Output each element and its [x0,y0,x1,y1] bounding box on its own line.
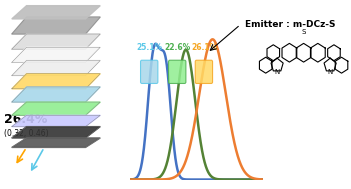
Text: Emitter : m-DCz-S: Emitter : m-DCz-S [245,20,335,29]
Polygon shape [12,74,100,89]
Polygon shape [12,6,100,19]
Polygon shape [12,60,100,76]
Text: N: N [327,70,333,75]
FancyBboxPatch shape [140,60,158,84]
Polygon shape [12,34,100,49]
Text: 26.1%: 26.1% [191,43,218,52]
Text: N: N [274,70,280,75]
Polygon shape [12,47,100,62]
Polygon shape [12,87,100,102]
Text: (0.32, 0.46): (0.32, 0.46) [5,129,49,138]
Polygon shape [12,115,100,127]
Text: 26.4%: 26.4% [5,113,48,126]
Polygon shape [12,138,100,147]
Polygon shape [12,17,100,34]
Polygon shape [12,127,100,138]
Text: S: S [302,29,306,35]
Text: 25.1%: 25.1% [137,43,163,52]
FancyBboxPatch shape [195,60,213,84]
Polygon shape [12,102,100,115]
Text: 22.6%: 22.6% [165,43,191,52]
FancyBboxPatch shape [168,60,186,84]
